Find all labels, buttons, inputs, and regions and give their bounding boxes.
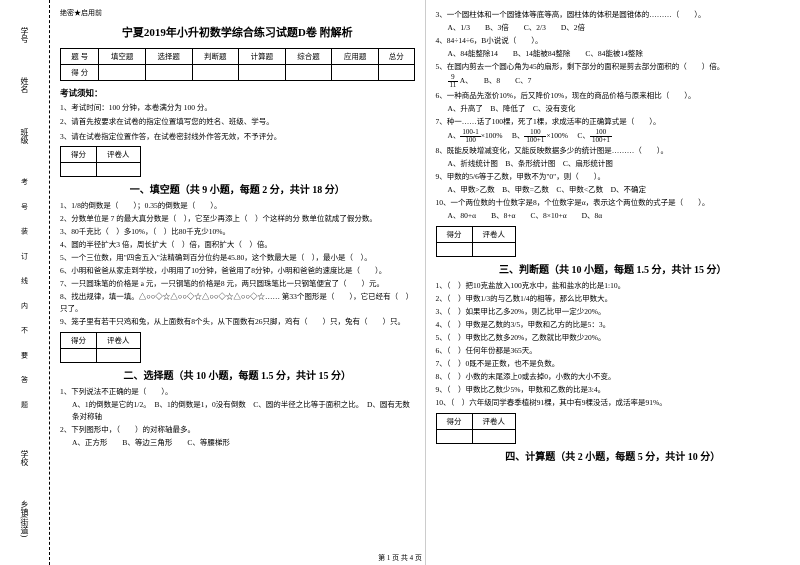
s2q7opts: A、100-1100×100% B、100100+1×100% C、100100… <box>448 129 791 144</box>
notice-1: 1、考试时间：100 分钟，本卷满分为 100 分。 <box>60 102 415 113</box>
dash-text: 考 号 装 订 线 内 不 要 答 题 <box>20 178 30 416</box>
s3q4: 4、（ ）甲数是乙数的3/5，甲数和乙方的比是5：3。 <box>436 319 791 331</box>
st-r2: 得 分 <box>61 65 99 81</box>
notice-head: 考试须知： <box>60 87 415 99</box>
s1q8: 8、找出规律，填一填。△○○◇☆△○○◇☆△○○◇☆△○○◇☆…… 第33个图形… <box>60 291 415 315</box>
s1q9: 9、笼子里有若干只鸡和兔，从上面数有8个头，从下面数有26只脚，鸡有（ ）只，兔… <box>60 316 415 328</box>
st-h5: 综合题 <box>285 49 332 65</box>
s3q10: 10、（ ）六年级同学春季植树91棵，其中有9棵没活，成活率是91%。 <box>436 397 791 409</box>
s3q6: 6、（ ）任何年份都是365天。 <box>436 345 791 357</box>
s1q7: 7、一只圆珠笔的价格是 a 元，一只钢笔的价格是8 元，两只圆珠笔比一只钢笔便宜… <box>60 278 415 290</box>
s2q7: 7、种一……话了100棵，死了1棵，求成活率的正确算式是（ ）。 <box>436 116 791 128</box>
bind-label-3: 学校 <box>19 450 30 466</box>
s2q2opts: A、正方形 B、等边三角形 C、等腰梯形 <box>72 437 415 449</box>
s3q1: 1、（ ）把10克盐放入100克水中，盐和盐水的比是1:10。 <box>436 280 791 292</box>
st-h3: 判断题 <box>192 49 239 65</box>
s2q5opts: 911 A、 B、8 C、7 <box>448 74 791 89</box>
s2q1opts: A、1的倒数是它的1/2。 B、1的倒数是1，0没有倒数 C、圆的半径之比等于面… <box>72 399 415 423</box>
st-h1: 填空题 <box>99 49 146 65</box>
s3q8: 8、（ ）小数的末尾添上0或去掉0，小数的大小不变。 <box>436 371 791 383</box>
s2q10: 10、一个两位数的十位数字是8，个位数字是α，表示这个两位数的式子是（ ）。 <box>436 197 791 209</box>
s1q5: 5、一个三位数，用"四舍五入"法精确到百分位约是45.80，这个数最大是（ ），… <box>60 252 415 264</box>
bind-label-1: 姓名 <box>19 77 30 93</box>
s2q9opts: A、甲数>乙数 B、甲数=乙数 C、甲数<乙数 D、不确定 <box>448 184 791 196</box>
s3q3: 3、（ ）如果甲比乙多20%，则乙比甲一定少20%。 <box>436 306 791 318</box>
scorebox-2: 得分评卷人 <box>60 332 141 363</box>
left-column: 绝密★启用前 宁夏2019年小升初数学综合练习试题D卷 附解析 题 号 填空题 … <box>50 0 426 565</box>
notice-2: 2、请首先按要求在试卷的指定位置填写您的姓名、班级、学号。 <box>60 116 415 127</box>
sec2-title: 二、选择题（共 10 小题，每题 1.5 分，共计 15 分） <box>60 367 415 382</box>
s1q3: 3、80千克比（ ）多10%，（ ）比80千克少10%。 <box>60 226 415 238</box>
page-footer: 第 1 页 共 4 页 <box>378 553 422 563</box>
st-h6: 应用题 <box>332 49 379 65</box>
s2q8: 8、既能反映增减变化，又能反映数据多少的统计图是………（ ）。 <box>436 145 791 157</box>
s3q2: 2、（ ）甲数1/3的与乙数1/4的相等，那么比甲数大。 <box>436 293 791 305</box>
st-h2: 选择题 <box>145 49 192 65</box>
bind-label-0: 学号 <box>19 27 30 43</box>
s2q2: 2、下列图形中，（ ）的对称轴最多。 <box>60 424 415 436</box>
paper-title: 宁夏2019年小升初数学综合练习试题D卷 附解析 <box>60 24 415 40</box>
s3q5: 5、（ ）甲数比乙数多20%，乙数就比甲数少20%。 <box>436 332 791 344</box>
s1q2: 2、分数单位是 7 的最大真分数是（ ），它至少再添上（ ）个这样的分 数单位就… <box>60 213 415 225</box>
st-h7: 总分 <box>378 49 414 65</box>
bind-label-4: 乡镇(街道) <box>19 500 30 537</box>
scorebox-1: 得分评卷人 <box>60 146 141 177</box>
s2q4opts: A、84能整除14 B、14能被84整除 C、84能被14整除 <box>448 48 791 60</box>
binding-margin: 学号 姓名 班级 考 号 装 订 线 内 不 要 答 题 学校 乡镇(街道) <box>0 0 50 565</box>
s2q4: 4、84÷14÷6，B小说说（ ）。 <box>436 35 791 47</box>
st-h0: 题 号 <box>61 49 99 65</box>
sec1-title: 一、填空题（共 9 小题，每题 2 分，共计 18 分） <box>60 181 415 196</box>
st-h4: 计算题 <box>239 49 286 65</box>
scorebox-3: 得分评卷人 <box>436 226 517 257</box>
notice-3: 3、请在试卷指定位置作答，在试卷密封线外作答无效，不予评分。 <box>60 131 415 142</box>
sec4-title: 四、计算题（共 2 小题，每题 5 分，共计 10 分） <box>436 448 791 463</box>
s3q9: 9、（ ）甲数比乙数少5%，甲数和乙数的比是3:4。 <box>436 384 791 396</box>
bind-label-2: 班级 <box>19 128 30 144</box>
s2q6opts: A、升高了 B、降低了 C、没有变化 <box>448 103 791 115</box>
sec3-title: 三、判断题（共 10 小题，每题 1.5 分，共计 15 分） <box>436 261 791 276</box>
s1q1: 1、1/8的倒数是（ ）；0.35的倒数是（ ）。 <box>60 200 415 212</box>
s1q6: 6、小明和爸爸从家走到学校，小明用了10分钟，爸爸用了8分钟，小明和爸爸的速度比… <box>60 265 415 277</box>
s2q1: 1、下列说法不正确的是（ ）。 <box>60 386 415 398</box>
score-table: 题 号 填空题 选择题 判断题 计算题 综合题 应用题 总分 得 分 <box>60 48 415 81</box>
s2q9: 9、甲数的5/6等于乙数，甲数不为"0"，则（ ）。 <box>436 171 791 183</box>
s2q5: 5、在圆内剪去一个圆心角为45的扇形，剩下部分的面积是剪去部分面积的（ ）倍。 <box>436 61 791 73</box>
s1q4: 4、圆的半径扩大3 倍，周长扩大（ ）倍，面积扩大（ ）倍。 <box>60 239 415 251</box>
frac-9-11: 911 <box>448 74 459 89</box>
s2q10opts: A、80+α B、8+α C、8×10+α D、8α <box>448 210 791 222</box>
right-column: 3、一个圆柱体和一个圆锥体等底等高，圆柱体的体积是圆锥体的………（ ）。 A、1… <box>426 0 800 565</box>
s2q3: 3、一个圆柱体和一个圆锥体等底等高，圆柱体的体积是圆锥体的………（ ）。 <box>436 9 791 21</box>
scorebox-4: 得分评卷人 <box>436 413 517 444</box>
s2q3opts: A、1/3 B、3倍 C、2/3 D、2倍 <box>448 22 791 34</box>
s2q8opts: A、折线统计图 B、条形统计图 C、扇形统计图 <box>448 158 791 170</box>
s3q7: 7、（ ）0既不是正数，也不是负数。 <box>436 358 791 370</box>
secret-label: 绝密★启用前 <box>60 8 415 18</box>
s2q6: 6、一种商品先涨价10%，后又降价10%，现在的商品价格与原来相比（ ）。 <box>436 90 791 102</box>
